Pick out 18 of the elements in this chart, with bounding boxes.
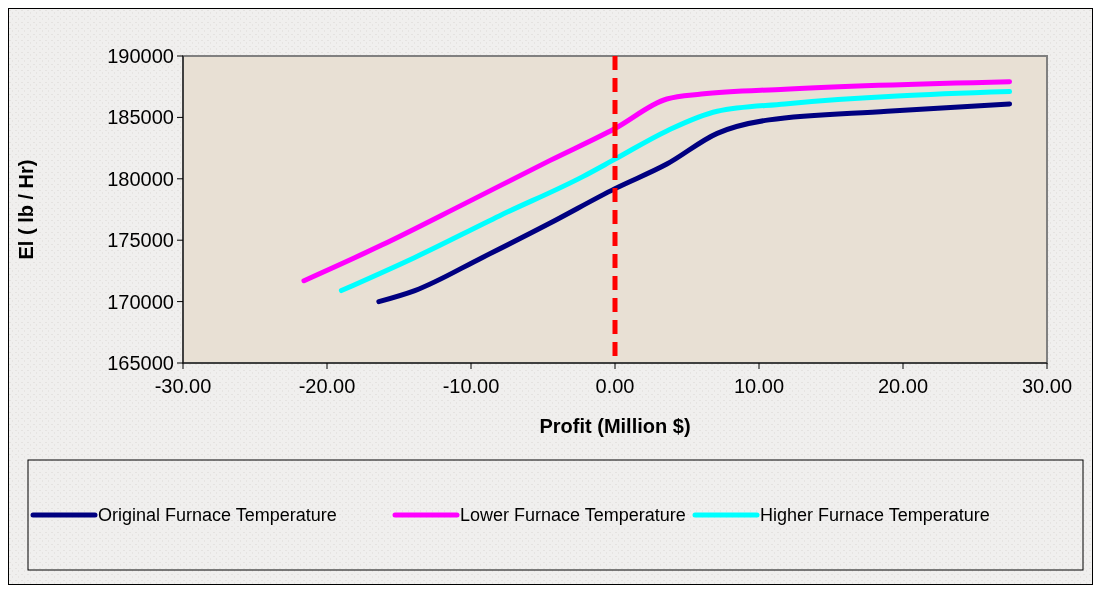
legend-label: Higher Furnace Temperature [760, 505, 990, 526]
x-tick-label: 10.00 [733, 375, 785, 397]
x-tick-label: -30.00 [154, 375, 212, 397]
y-tick-label: 190000 [107, 45, 174, 67]
y-tick-label: 165000 [107, 352, 174, 374]
legend-label: Lower Furnace Temperature [460, 505, 686, 526]
x-tick-label: -20.00 [298, 375, 356, 397]
x-axis-title: Profit (Million $) [539, 415, 691, 437]
legend-label: Original Furnace Temperature [98, 505, 337, 526]
y-tick-label: 180000 [107, 167, 174, 190]
x-tick-label: 0.00 [595, 375, 635, 397]
y-tick-label: 185000 [107, 106, 174, 129]
x-tick-label: -10.00 [442, 375, 500, 397]
y-tick-label: 170000 [107, 290, 174, 313]
x-tick-label: 30.00 [1021, 375, 1073, 397]
x-tick-label: 20.00 [877, 375, 929, 397]
y-tick-label: 175000 [107, 229, 174, 252]
y-axis-title: El ( lb / Hr) [15, 159, 37, 260]
